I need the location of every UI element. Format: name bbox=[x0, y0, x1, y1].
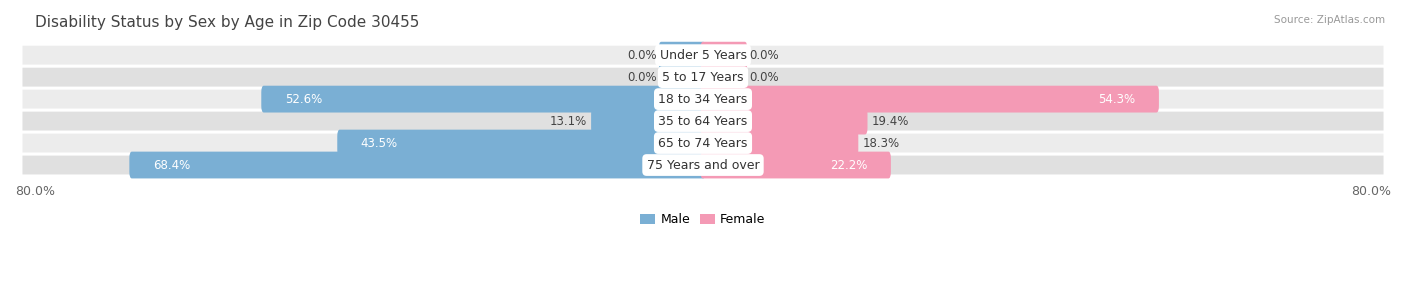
FancyBboxPatch shape bbox=[659, 42, 706, 69]
Text: 68.4%: 68.4% bbox=[153, 159, 190, 171]
Text: Source: ZipAtlas.com: Source: ZipAtlas.com bbox=[1274, 15, 1385, 25]
Text: 22.2%: 22.2% bbox=[830, 159, 868, 171]
Text: Under 5 Years: Under 5 Years bbox=[659, 49, 747, 62]
FancyBboxPatch shape bbox=[262, 86, 706, 113]
Text: 0.0%: 0.0% bbox=[627, 71, 657, 84]
Text: 54.3%: 54.3% bbox=[1098, 93, 1136, 106]
Text: 75 Years and over: 75 Years and over bbox=[647, 159, 759, 171]
FancyBboxPatch shape bbox=[22, 90, 1384, 109]
Legend: Male, Female: Male, Female bbox=[636, 208, 770, 231]
Text: 13.1%: 13.1% bbox=[550, 115, 586, 127]
Text: 0.0%: 0.0% bbox=[749, 49, 779, 62]
Text: Disability Status by Sex by Age in Zip Code 30455: Disability Status by Sex by Age in Zip C… bbox=[35, 15, 419, 30]
FancyBboxPatch shape bbox=[700, 86, 1159, 113]
FancyBboxPatch shape bbox=[659, 64, 706, 91]
FancyBboxPatch shape bbox=[700, 64, 747, 91]
FancyBboxPatch shape bbox=[700, 108, 868, 135]
Text: 0.0%: 0.0% bbox=[627, 49, 657, 62]
Text: 18 to 34 Years: 18 to 34 Years bbox=[658, 93, 748, 106]
FancyBboxPatch shape bbox=[700, 42, 747, 69]
FancyBboxPatch shape bbox=[337, 130, 706, 156]
FancyBboxPatch shape bbox=[700, 152, 891, 178]
Text: 19.4%: 19.4% bbox=[872, 115, 910, 127]
FancyBboxPatch shape bbox=[22, 46, 1384, 65]
FancyBboxPatch shape bbox=[591, 108, 706, 135]
Text: 52.6%: 52.6% bbox=[284, 93, 322, 106]
FancyBboxPatch shape bbox=[22, 112, 1384, 131]
Text: 5 to 17 Years: 5 to 17 Years bbox=[662, 71, 744, 84]
Text: 65 to 74 Years: 65 to 74 Years bbox=[658, 137, 748, 149]
FancyBboxPatch shape bbox=[22, 68, 1384, 87]
FancyBboxPatch shape bbox=[129, 152, 706, 178]
Text: 0.0%: 0.0% bbox=[749, 71, 779, 84]
FancyBboxPatch shape bbox=[22, 134, 1384, 152]
Text: 18.3%: 18.3% bbox=[862, 137, 900, 149]
FancyBboxPatch shape bbox=[22, 156, 1384, 174]
Text: 35 to 64 Years: 35 to 64 Years bbox=[658, 115, 748, 127]
Text: 43.5%: 43.5% bbox=[361, 137, 398, 149]
FancyBboxPatch shape bbox=[700, 130, 858, 156]
